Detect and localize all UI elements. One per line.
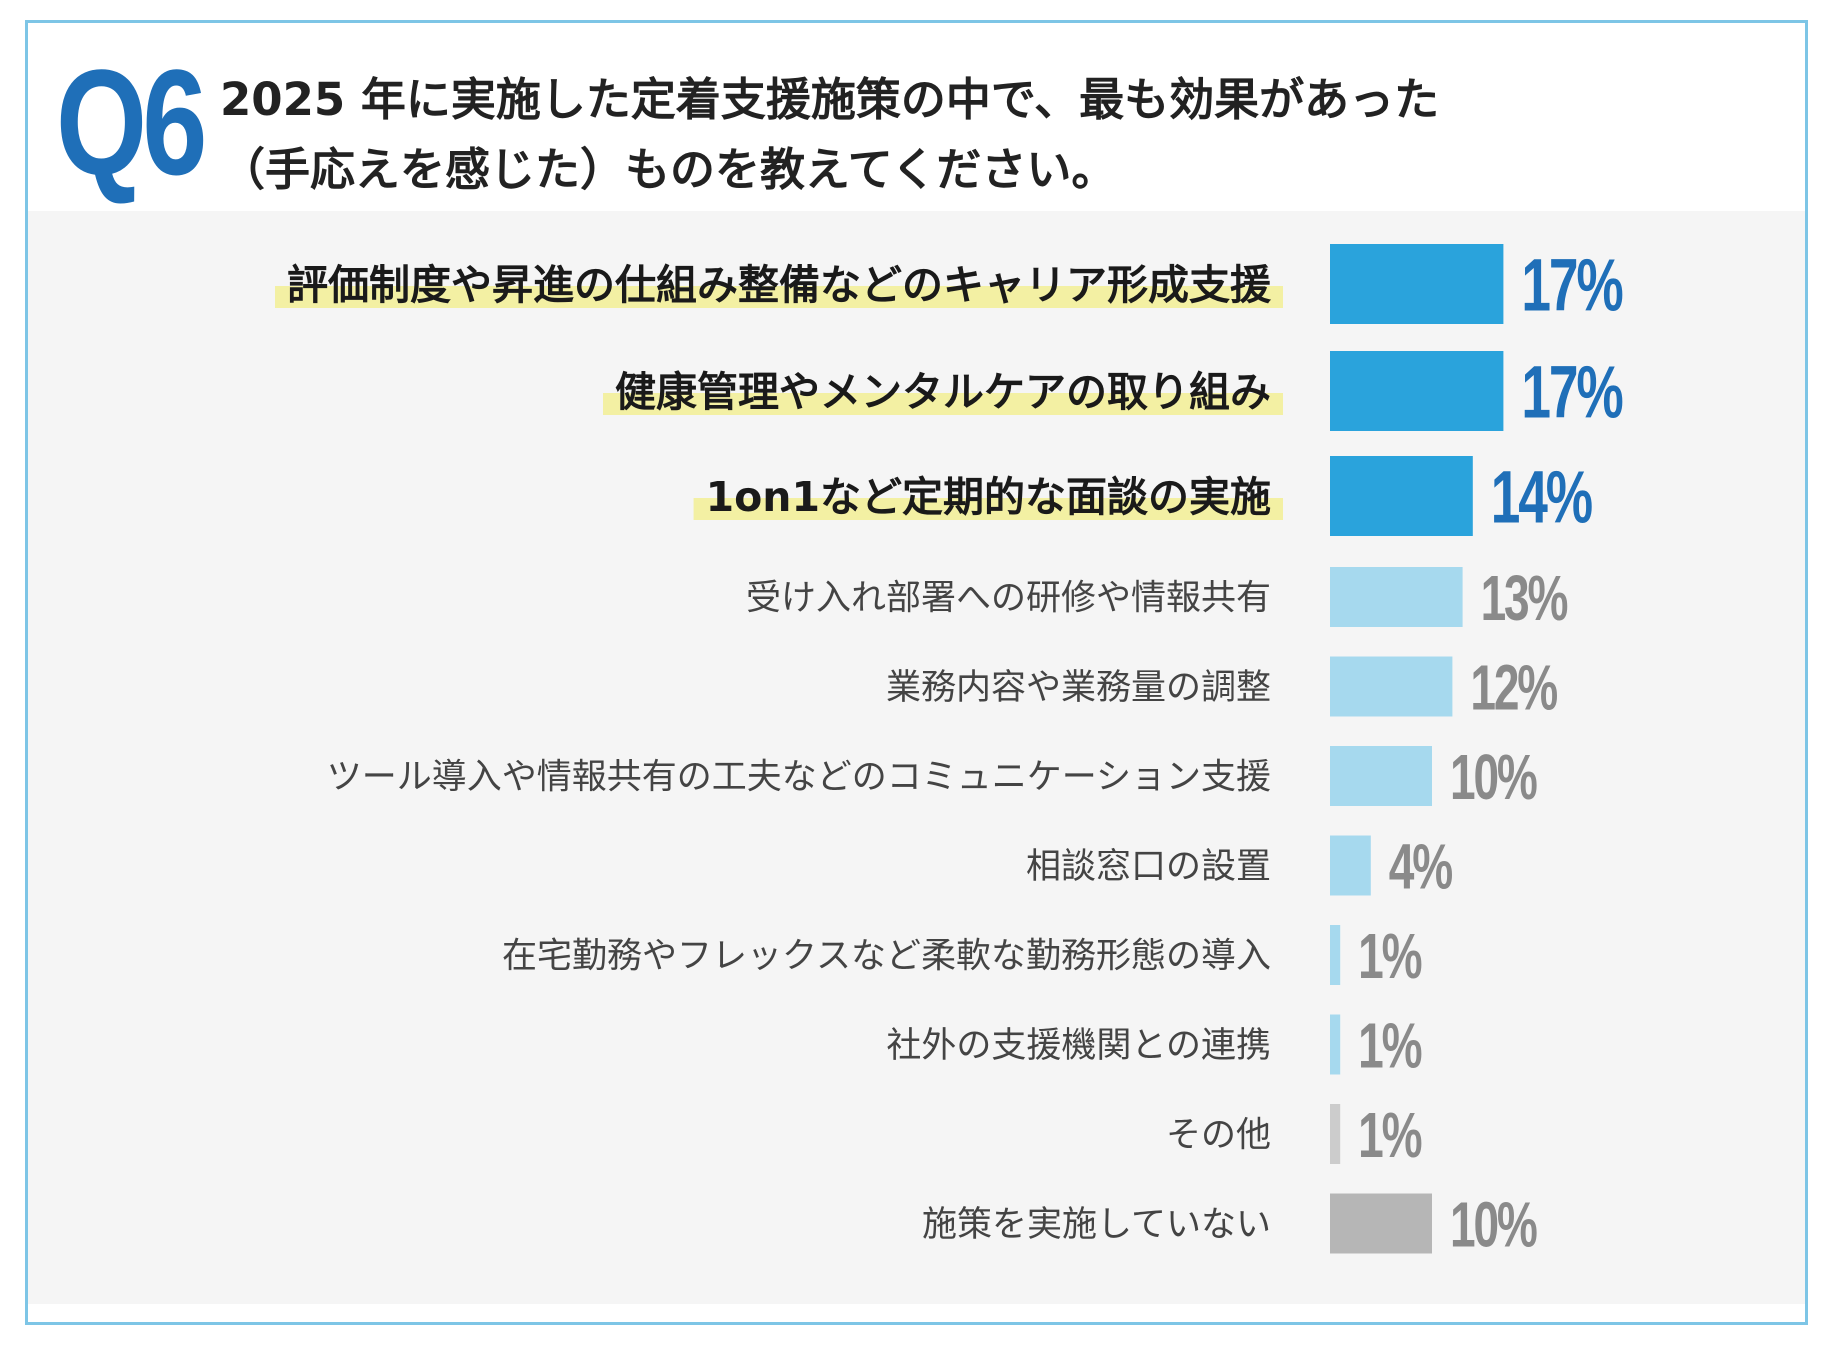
bar [1330,244,1504,324]
value-label: 1% [1358,921,1422,992]
category-label: 社外の支援機関との連携 [886,1026,1271,1066]
bar-chart: 評価制度や昇進の仕組み整備などのキャリア形成支援 17% 健康管理やメンタルケアの取… [275,244,1625,1260]
chart-panel: 評価制度や昇進の仕組み整備などのキャリア形成支援 17% 健康管理やメンタルケアの取… [28,211,1805,1304]
bar [1330,1104,1341,1164]
chart-frame: Q6 2025 年に実施した定着支援施策の中で、最も効果があった （手応えを感じ… [25,20,1808,1325]
bar [1330,835,1371,896]
category-label: 受け入れ部署への研修や情報共有 [746,579,1271,619]
category-label: ツール導入や情報共有の工夫などのコミュニケーション支援 [327,758,1271,798]
bar [1330,1193,1432,1254]
category-label: 評価制度や昇進の仕組み整備などのキャリア形成支援 [287,261,1272,309]
value-label: 13% [1481,563,1568,634]
value-label: 10% [1450,742,1537,813]
question-text: 2025 年に実施した定着支援施策の中で、最も効果があった （手応えを感じた）も… [220,65,1720,205]
bar [1330,456,1473,536]
label-highlight [603,393,1283,415]
value-label: 10% [1450,1189,1537,1260]
value-label: 14% [1491,456,1592,539]
question-number: Q6 [56,38,207,206]
question-header: Q6 2025 年に実施した定着支援施策の中で、最も効果があった （手応えを感じ… [28,23,1805,211]
bar [1330,925,1341,985]
category-label: 施策を実施していない [922,1205,1271,1245]
label-highlight [275,286,1283,308]
question-line-1: 2025 年に実施した定着支援施策の中で、最も効果があった [220,73,1440,126]
value-label: 4% [1389,831,1453,902]
value-label: 17% [1521,244,1622,327]
category-label: その他 [1166,1116,1271,1156]
value-label: 1% [1358,1100,1422,1171]
category-label: 相談窓口の設置 [1026,847,1271,887]
label-highlight [693,498,1283,520]
category-label: 業務内容や業務量の調整 [886,668,1271,708]
bar [1330,746,1432,806]
bar [1330,567,1463,627]
category-label: 健康管理やメンタルケアの取り組み [615,368,1271,416]
category-label: 1on1など定期的な面談の実施 [706,473,1271,521]
bar [1330,351,1504,431]
value-label: 1% [1358,1010,1422,1081]
value-label: 12% [1470,652,1557,723]
question-line-2: （手応えを感じた）ものを教えてください。 [220,143,1117,196]
bar [1330,1014,1341,1075]
category-label: 在宅勤務やフレックスなど柔軟な勤務形態の導入 [502,937,1271,977]
bar [1330,656,1453,717]
value-label: 17% [1521,351,1622,434]
